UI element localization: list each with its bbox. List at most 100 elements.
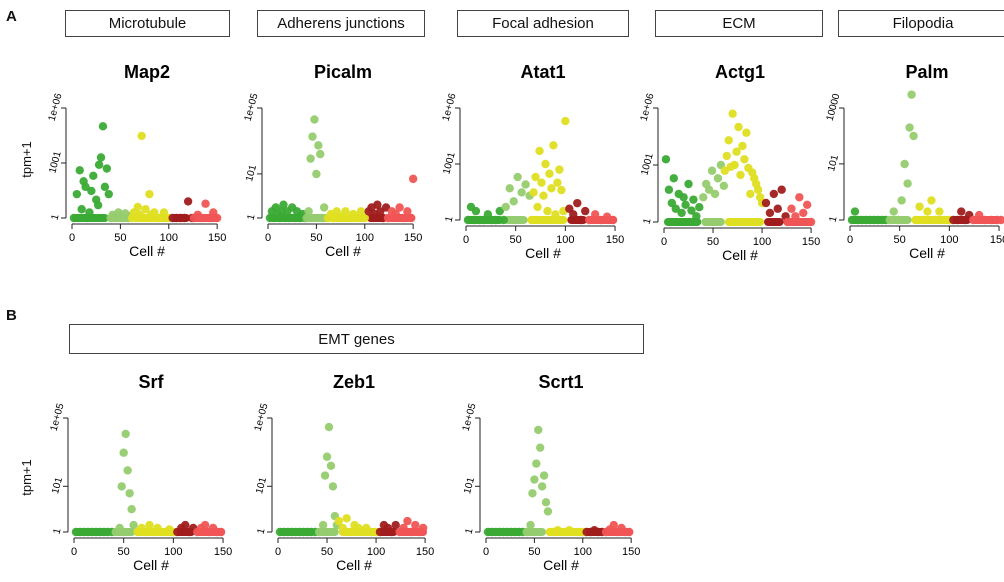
data-point-group5 (399, 523, 408, 533)
data-point-group1 (463, 215, 473, 225)
data-point-group2 (530, 475, 539, 484)
y-tick-label: 1e+05 (49, 402, 67, 432)
x-tick-label: 0 (71, 546, 77, 558)
y-tick-label: 1e+06 (441, 92, 459, 122)
data-point-group2 (316, 149, 325, 159)
data-point-group5 (980, 215, 990, 225)
y-tick-label: 1001 (47, 150, 63, 175)
data-point-group2 (905, 123, 914, 132)
x-axis-label: Cell # (336, 557, 372, 573)
y-tick-label: 1 (642, 217, 654, 226)
baseline-band-group2 (701, 218, 725, 226)
x-axis-label: Cell # (133, 557, 169, 573)
y-tick-label: 1 (256, 527, 268, 536)
data-point-group1 (93, 200, 103, 210)
data-point-group5 (590, 210, 600, 219)
data-point-group2 (532, 459, 541, 468)
data-point-group4 (957, 207, 966, 216)
data-point-group3 (145, 520, 154, 530)
data-point-group2 (310, 115, 319, 124)
data-point-group2 (513, 172, 522, 182)
x-tick-label: 50 (321, 546, 333, 558)
x-tick-label: 0 (69, 232, 75, 244)
data-point-group2 (304, 207, 313, 216)
data-point-group3 (732, 147, 741, 156)
x-tick-label: 50 (114, 232, 126, 244)
data-point-group5 (403, 516, 412, 526)
data-point-group2 (326, 461, 336, 471)
x-tick-label: 0 (661, 236, 667, 248)
x-tick-label: 0 (847, 234, 853, 246)
x-tick-label: 100 (160, 232, 178, 244)
data-point-group1 (695, 203, 704, 212)
chart-srf: Srf 1 101 1e+05 0 50 100 150 Cell # (49, 372, 233, 573)
data-point-group5 (806, 217, 816, 227)
data-point-group2 (501, 202, 510, 212)
category-box-microtubule: Microtubule (65, 10, 230, 37)
chart-title: Atat1 (520, 62, 565, 82)
data-point-group3 (551, 210, 560, 219)
data-point-group5 (986, 215, 996, 225)
data-point-group1 (85, 208, 94, 217)
data-point-group3 (334, 516, 343, 526)
data-point-group5 (395, 203, 404, 212)
data-point-group1 (471, 206, 481, 216)
y-tick-label: 1001 (441, 151, 457, 176)
data-point-group3 (141, 527, 150, 537)
data-point-group3 (738, 141, 747, 151)
data-point-group2 (541, 498, 551, 507)
data-point-group1 (77, 205, 86, 214)
category-box-focal-adhesion: Focal adhesion (457, 10, 629, 37)
y-tick-label: 101 (826, 153, 841, 172)
data-point-group2 (314, 141, 323, 150)
data-point-group3 (531, 172, 540, 182)
data-point-group1 (847, 215, 857, 225)
x-axis-label: Cell # (722, 247, 758, 263)
x-tick-label: 150 (990, 234, 1004, 246)
x-tick-label: 100 (753, 236, 771, 248)
data-point-group1 (671, 204, 680, 213)
data-point-group2 (704, 185, 714, 194)
data-point-group1 (69, 213, 79, 223)
data-point-group2 (893, 215, 902, 225)
data-point-group1 (104, 189, 113, 199)
data-point-group2 (129, 520, 138, 530)
data-point-group2 (543, 507, 553, 516)
data-point-group3 (931, 215, 940, 225)
x-axis-label: Cell # (325, 243, 361, 259)
x-axis-label: Cell # (525, 245, 561, 261)
data-point-group1 (94, 160, 104, 169)
category-box-ecm: ECM (655, 10, 823, 37)
y-tick-label: 1e+05 (253, 402, 271, 432)
data-point-group4 (765, 208, 775, 218)
data-point-group5 (974, 210, 984, 220)
data-point-group3 (543, 206, 552, 216)
data-point-group3 (529, 188, 538, 197)
data-point-group5 (383, 213, 393, 223)
data-point-group5 (783, 217, 792, 227)
data-point-group4 (181, 520, 190, 530)
y-tick-label: 101 (50, 476, 65, 495)
data-point-group3 (724, 136, 733, 145)
data-point-group5 (212, 213, 222, 223)
y-tick-label: 1 (52, 527, 64, 536)
data-point-group5 (407, 527, 416, 537)
data-point-group5 (403, 207, 412, 216)
data-point-group3 (736, 170, 745, 180)
chart-title: Picalm (314, 62, 372, 82)
data-point-group3 (341, 207, 350, 216)
data-point-group5 (996, 215, 1004, 225)
data-point-group1 (677, 208, 686, 218)
data-point-group5 (585, 215, 594, 225)
data-point-group1 (279, 200, 288, 209)
x-tick-label: 100 (164, 546, 182, 558)
data-point-group4 (769, 189, 779, 199)
data-point-group3 (927, 196, 936, 205)
chart-title: Map2 (124, 62, 170, 82)
y-tick-label: 101 (244, 163, 259, 182)
data-point-group1 (669, 174, 679, 183)
data-point-group1 (96, 153, 106, 162)
data-point-group5 (608, 215, 618, 225)
chart-title: Palm (905, 62, 948, 82)
